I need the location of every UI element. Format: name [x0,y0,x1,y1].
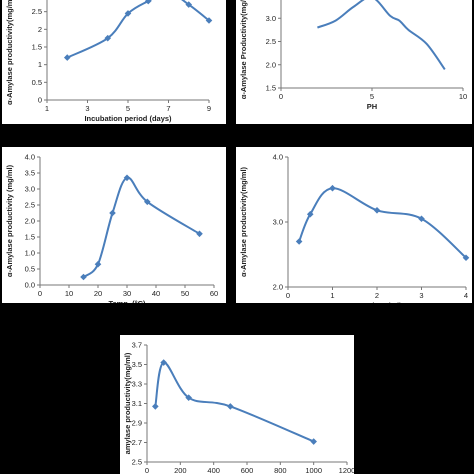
series-line [317,0,446,70]
x-tick-label: 7 [166,104,170,113]
y-tick-label: 2.5 [266,37,276,46]
x-tick-label: 10 [65,289,73,298]
y-tick-label: 4.0 [25,153,35,162]
chart-svg: 0 200 400 600 800 1000 1200 2.5 2.7 2.9 3.1 3.3 3.5 3… [123,341,354,474]
x-tick-label: 1000 [305,466,322,474]
chart-svg: 0 5 10 1.5 2.0 2.5 3.0 PH α-Amylase Productivity… [239,0,467,111]
data-point [329,184,336,192]
data-point [109,209,116,217]
data-point [124,10,132,17]
series-line [298,187,467,259]
y-tick-label: 2.9 [132,419,142,428]
x-tick-label: 0 [145,466,149,474]
data-point [310,438,317,445]
data-point [63,54,71,61]
x-tick-label: 400 [207,466,220,474]
chart-temperature: 0 10 20 30 40 50 60 0.0 0.5 1.0 1.5 2.0 2.5 3.0 3.5 4.0… [2,147,226,303]
data-point [418,215,425,223]
data-point [80,273,87,281]
y-tick-label: 1.5 [25,233,35,242]
y-tick-label: 1.5 [266,84,276,93]
x-tick-label: 600 [241,466,254,474]
x-tick-label: 0 [279,92,283,101]
data-point [205,17,213,24]
x-axis-label: PH [367,102,377,111]
chart-svg: 1 3 5 7 9 0 0.5 1 1.5 2 2.5 Incubation period (days… [5,0,213,123]
chart-svg: 0 1 2 3 4 2.0 3.0 4.0 Inoculum (ml) α-Amylase pro… [239,153,470,303]
data-point [144,198,151,206]
data-point [462,254,470,262]
chart-fifth-parameter: 0 200 400 600 800 1000 1200 2.5 2.7 2.9 3.1 3.3 3.5 3… [120,335,354,474]
data-point [152,403,159,410]
y-tick-label: 3.0 [273,218,283,227]
series-line [82,176,201,278]
data-point [227,403,234,410]
x-tick-label: 1 [330,291,334,300]
x-tick-label: 40 [152,289,160,298]
series-line [154,361,315,443]
x-tick-label: 20 [94,289,102,298]
y-tick-label: 2 [38,25,42,34]
x-axis-label: Inoculum (ml) [352,301,402,303]
x-tick-label: 5 [370,92,374,101]
y-tick-label: 0.5 [32,78,42,87]
data-point [104,34,112,42]
y-tick-label: 3.7 [132,341,142,350]
x-tick-label: 4 [464,291,468,300]
x-tick-label: 3 [85,104,89,113]
data-point [373,207,381,214]
y-axis-label: α-Amylase productivity(mg/ml) [239,166,248,277]
y-tick-label: 2.0 [273,283,283,292]
data-point [295,238,303,245]
x-tick-label: 60 [210,289,218,298]
x-tick-label: 0 [38,289,42,298]
y-tick-label: 2.5 [32,7,42,16]
chart-inoculum: 0 1 2 3 4 2.0 3.0 4.0 Inoculum (ml) α-Amylase pro… [236,147,472,303]
y-tick-label: 2.0 [25,217,35,226]
data-point [144,0,152,5]
x-tick-label: 10 [459,92,467,101]
x-tick-label: 50 [181,289,189,298]
chart-ph: 0 5 10 1.5 2.0 2.5 3.0 PH α-Amylase Productivity… [236,0,472,124]
y-tick-label: 0 [38,96,42,105]
y-tick-label: 0.0 [25,281,35,290]
x-axis-label: Incubation period (days) [84,114,172,123]
x-tick-label: 9 [207,104,211,113]
x-tick-label: 200 [174,466,187,474]
y-tick-label: 3.1 [132,399,142,408]
x-tick-label: 1200 [339,466,354,474]
y-tick-label: 3.0 [25,185,35,194]
y-tick-label: 1.5 [32,43,42,52]
y-axis-label: α-Amylase productivity(mg/ml) [5,0,14,105]
y-tick-label: 1 [38,60,42,69]
x-tick-label: 30 [123,289,131,298]
y-tick-label: 0.5 [25,265,35,274]
x-tick-label: 0 [286,291,290,300]
chart-svg: 0 10 20 30 40 50 60 0.0 0.5 1.0 1.5 2.0 2.5 3.0 3.5 4.0… [5,153,218,304]
y-tick-label: 3.5 [25,169,35,178]
y-tick-label: 4.0 [273,153,283,162]
y-tick-label: 2.0 [266,60,276,69]
x-axis-label: Temp. (°C) [108,299,146,303]
y-tick-label: 3.0 [266,14,276,23]
y-axis-label: α-Amylase productivity (mg/ml) [5,164,14,277]
y-tick-label: 2.5 [25,201,35,210]
y-axis-label: α-Amylase Productivity(mg/ml) [239,0,248,99]
y-tick-label: 1.0 [25,249,35,258]
series-line [66,0,210,59]
y-tick-label: 3.5 [132,360,142,369]
x-tick-label: 800 [274,466,287,474]
y-axis-label: amylase productivity(mg/ml) [123,352,132,454]
x-tick-label: 5 [126,104,130,113]
data-point [185,1,193,8]
chart-incubation-period: 1 3 5 7 9 0 0.5 1 1.5 2 2.5 Incubation period (days… [2,0,226,124]
y-tick-label: 2.5 [132,458,142,467]
y-tick-label: 2.7 [132,438,142,447]
x-tick-label: 1 [45,104,49,113]
x-tick-label: 3 [419,291,423,300]
x-tick-label: 2 [375,291,379,300]
y-tick-label: 3.3 [132,380,142,389]
